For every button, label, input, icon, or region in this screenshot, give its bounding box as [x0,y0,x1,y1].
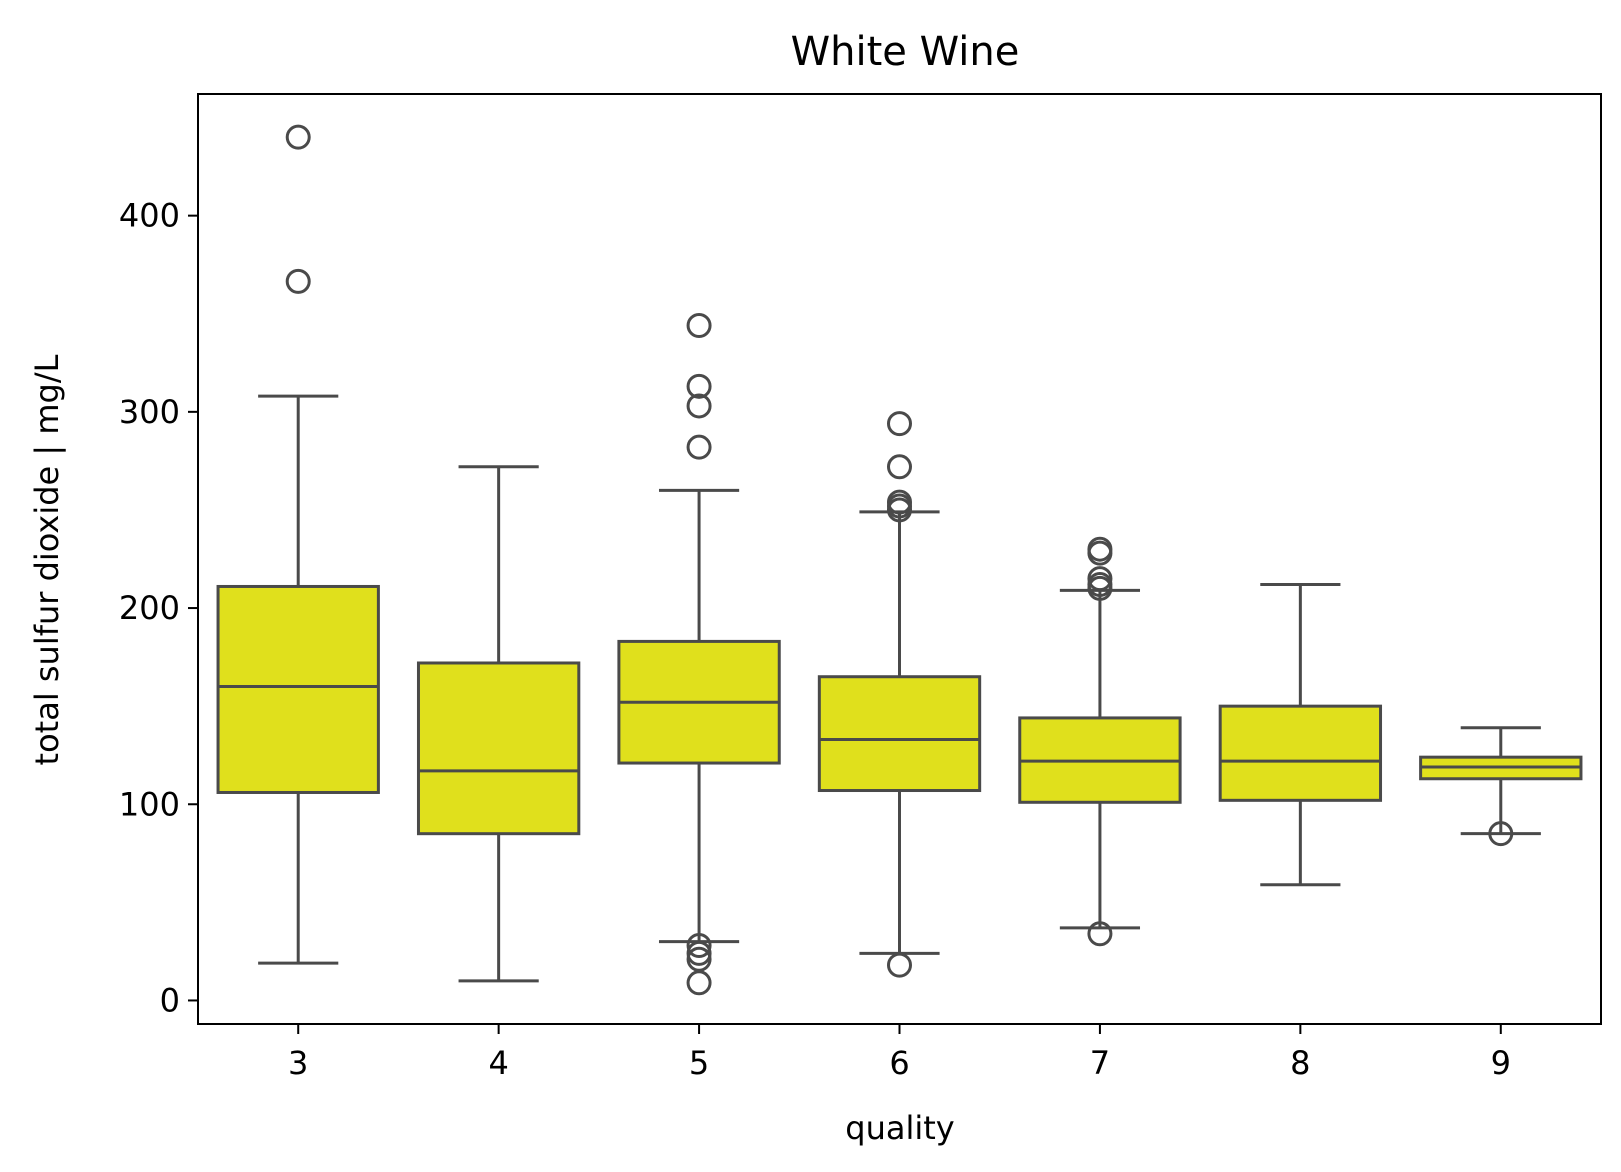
outlier-point [1488,821,1514,847]
iqr-box [216,584,380,794]
y-tick-label: 300 [119,393,180,431]
box-group-9 [1419,726,1583,847]
plot-area [216,124,1583,996]
outlier-point [686,393,712,419]
iqr-box [1218,704,1383,802]
outlier-point [285,268,311,294]
box-group-6 [817,411,982,978]
outlier-point [686,933,712,959]
y-tick-label: 0 [160,981,180,1019]
box-group-5 [617,313,781,996]
x-tick-label: 5 [689,1044,709,1082]
x-axis: 3 4 5 6 7 8 9 [288,1024,1511,1082]
x-tick-label: 3 [288,1044,308,1082]
outlier-point [1087,921,1113,947]
chart-title: White Wine [791,29,1020,75]
outlier-point [686,434,712,460]
outlier-point [285,124,311,150]
box-group-7 [1018,536,1182,947]
outlier-point [1087,566,1113,592]
x-tick-label: 6 [889,1044,909,1082]
y-tick-label: 100 [119,785,180,823]
outlier-point [887,411,912,437]
y-tick-label: 400 [119,197,180,235]
box-group-4 [416,465,581,983]
iqr-box [817,675,982,793]
box-group-3 [216,124,380,965]
outlier-point [887,454,912,480]
outlier-point [887,952,912,978]
x-tick-label: 4 [488,1044,508,1082]
x-tick-label: 9 [1491,1044,1511,1082]
outlier-point [686,373,712,399]
y-axis-label: total sulfur dioxide | mg/L [28,354,66,765]
box-group-8 [1218,583,1383,887]
x-axis-label: quality [845,1109,954,1147]
outlier-point [1087,536,1113,562]
outlier-point [686,970,712,996]
y-tick-label: 200 [119,589,180,627]
outlier-point [887,489,912,515]
y-axis: 0 100 200 300 400 [119,197,198,1019]
x-tick-label: 7 [1090,1044,1110,1082]
x-tick-label: 8 [1290,1044,1310,1082]
outlier-point [686,940,712,966]
outlier-point [686,313,712,339]
iqr-box [416,661,581,836]
